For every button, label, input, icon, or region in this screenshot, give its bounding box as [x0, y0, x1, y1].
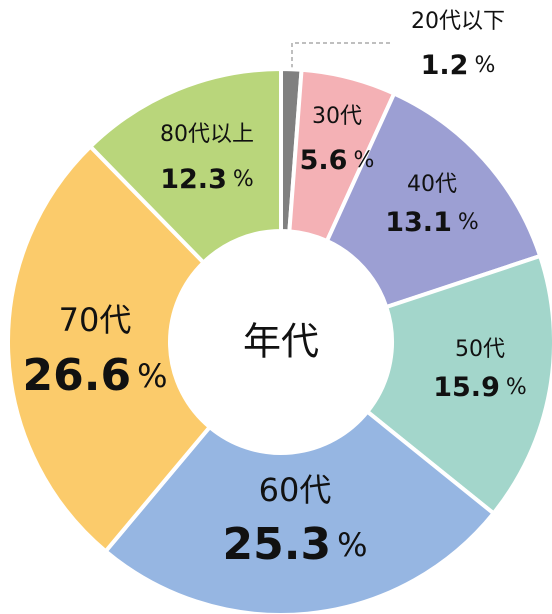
slices [6, 66, 552, 614]
value-number: 15.9 [433, 372, 500, 403]
value-label: 1.2% [421, 50, 496, 81]
slice [102, 408, 497, 614]
leader-line [291, 42, 392, 68]
value-number: 12.3 [160, 164, 227, 195]
value-number: 25.3 [223, 519, 332, 570]
category-label: 20代以下 [411, 9, 505, 34]
value-number: 1.2 [421, 50, 469, 81]
slice [87, 66, 283, 266]
category-label: 60代 [259, 471, 332, 509]
value-label: 25.3% [223, 519, 368, 570]
value-label: 12.3% [160, 164, 254, 195]
value-unit: % [137, 357, 167, 395]
center-label: 年代 [243, 320, 319, 364]
value-label: 15.9% [433, 372, 527, 403]
slice [6, 143, 213, 555]
category-label: 80代以上 [160, 122, 254, 147]
value-unit: % [506, 375, 527, 400]
value-unit: % [233, 167, 254, 192]
value-unit: % [353, 148, 374, 173]
value-unit: % [458, 210, 479, 235]
value-unit: % [337, 526, 367, 564]
value-number: 5.6 [300, 145, 348, 176]
value-unit: % [474, 53, 495, 78]
slice [364, 253, 552, 517]
slice [324, 90, 543, 310]
category-label: 70代 [59, 301, 132, 339]
category-label: 30代 [312, 104, 362, 129]
value-number: 26.6 [23, 350, 132, 401]
value-number: 13.1 [385, 207, 452, 238]
value-label: 13.1% [385, 207, 479, 238]
category-label: 40代 [407, 172, 457, 197]
value-label: 5.6% [300, 145, 375, 176]
value-label: 26.6% [23, 350, 168, 401]
category-label: 50代 [455, 337, 505, 362]
